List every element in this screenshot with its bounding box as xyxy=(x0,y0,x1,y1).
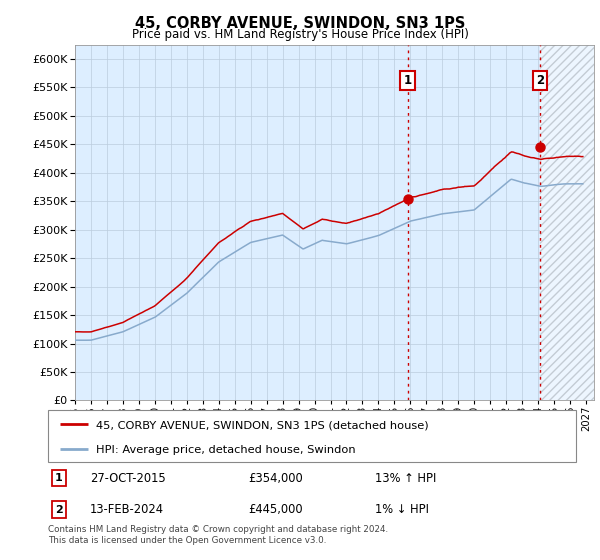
Text: 27-OCT-2015: 27-OCT-2015 xyxy=(90,472,166,485)
Text: 1: 1 xyxy=(55,473,62,483)
Text: Price paid vs. HM Land Registry's House Price Index (HPI): Price paid vs. HM Land Registry's House … xyxy=(131,28,469,41)
Text: Contains HM Land Registry data © Crown copyright and database right 2024.
This d: Contains HM Land Registry data © Crown c… xyxy=(48,525,388,545)
Text: 2: 2 xyxy=(536,74,544,87)
Text: 13-FEB-2024: 13-FEB-2024 xyxy=(90,503,164,516)
Bar xyxy=(540,45,600,400)
Text: £445,000: £445,000 xyxy=(248,503,303,516)
Text: 1% ↓ HPI: 1% ↓ HPI xyxy=(376,503,430,516)
Text: £354,000: £354,000 xyxy=(248,472,304,485)
Text: HPI: Average price, detached house, Swindon: HPI: Average price, detached house, Swin… xyxy=(95,445,355,455)
Text: 2: 2 xyxy=(55,505,62,515)
Text: 1: 1 xyxy=(404,74,412,87)
Text: 45, CORBY AVENUE, SWINDON, SN3 1PS (detached house): 45, CORBY AVENUE, SWINDON, SN3 1PS (deta… xyxy=(95,421,428,431)
Text: 13% ↑ HPI: 13% ↑ HPI xyxy=(376,472,437,485)
Text: 45, CORBY AVENUE, SWINDON, SN3 1PS: 45, CORBY AVENUE, SWINDON, SN3 1PS xyxy=(135,16,465,31)
FancyBboxPatch shape xyxy=(48,410,576,462)
Bar xyxy=(540,45,600,400)
